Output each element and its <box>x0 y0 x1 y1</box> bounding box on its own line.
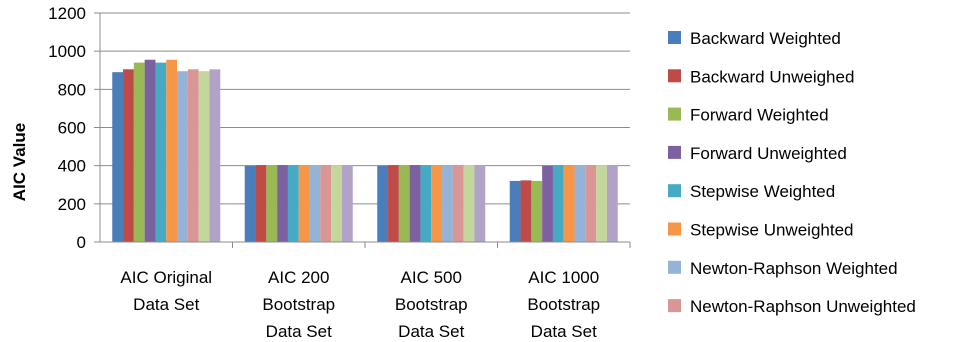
y-tick-label: 0 <box>77 233 86 252</box>
category-label: Data Set <box>133 295 199 314</box>
bar <box>520 180 532 242</box>
bar <box>606 165 618 242</box>
bar <box>309 165 321 242</box>
y-tick-label: 600 <box>58 119 86 138</box>
bar <box>166 59 178 242</box>
bar <box>452 165 464 242</box>
legend-label: Backward Unweighed <box>690 67 854 86</box>
bar <box>474 165 486 242</box>
legend-swatch <box>668 69 681 83</box>
y-tick-label: 1200 <box>48 4 86 23</box>
legend-label: Stepwise Unweighted <box>690 221 853 240</box>
category-label: Bootstrap <box>395 295 468 314</box>
category-label: AIC 1000 <box>528 268 599 287</box>
bar <box>320 165 332 242</box>
legend-swatch <box>668 299 681 313</box>
legend-label: Stepwise Weighted <box>690 182 835 201</box>
legend-label: Forward Unweighted <box>690 144 847 163</box>
legend: Backward Weighted Backward Unweighed Forwa… <box>668 29 916 316</box>
y-tick-label: 1000 <box>48 42 86 61</box>
bars-group <box>112 59 618 243</box>
bar <box>298 165 310 242</box>
bar <box>277 165 288 242</box>
y-tick-label: 200 <box>58 195 86 214</box>
legend-label: Backward Weighted <box>690 29 841 48</box>
bar <box>388 165 399 242</box>
y-tick-label: 400 <box>58 157 86 176</box>
bar <box>155 62 167 242</box>
category-label: Bootstrap <box>262 295 335 314</box>
bar <box>209 69 221 242</box>
bar <box>542 165 553 242</box>
legend-swatch <box>668 107 681 121</box>
bar <box>187 69 199 242</box>
bar <box>409 165 421 242</box>
y-axis-label: AIC Value <box>10 123 29 201</box>
category-label: AIC Original <box>120 268 212 287</box>
legend-label: Newton-Raphson Unweighted <box>690 297 916 316</box>
bar <box>420 165 432 242</box>
category-label: Data Set <box>398 322 464 341</box>
bar <box>442 165 453 242</box>
category-label: AIC 500 <box>401 268 462 287</box>
legend-swatch <box>668 260 681 274</box>
bar <box>244 165 256 242</box>
bar <box>596 165 607 242</box>
legend-swatch <box>668 184 681 198</box>
legend-label: Forward Weighted <box>690 106 829 125</box>
bar <box>144 59 156 242</box>
bar <box>112 72 124 243</box>
bar <box>266 165 278 242</box>
category-label: Data Set <box>266 322 332 341</box>
bar <box>431 165 443 242</box>
bar <box>341 165 353 242</box>
bar <box>177 71 188 243</box>
bar <box>377 165 389 242</box>
legend-swatch <box>668 31 681 44</box>
bar <box>255 165 267 242</box>
bar <box>585 165 597 242</box>
bar <box>198 71 210 243</box>
category-labels: AIC Original Data Set AIC 200 Bootstrap Data… <box>120 268 600 341</box>
bar <box>133 62 145 242</box>
bar <box>463 165 475 242</box>
category-label: Bootstrap <box>527 295 600 314</box>
y-tick-labels: 0 200 400 600 800 1000 1200 <box>48 4 86 252</box>
bar <box>531 180 543 242</box>
bar <box>287 165 299 242</box>
legend-swatch <box>668 222 681 236</box>
axes <box>99 13 631 248</box>
legend-swatch <box>668 145 681 159</box>
bar <box>574 165 586 242</box>
bar <box>552 165 564 242</box>
category-label: Data Set <box>531 322 597 341</box>
bar <box>563 165 575 242</box>
legend-label: Newton-Raphson Weighted <box>690 259 898 278</box>
bar <box>509 180 521 242</box>
bar <box>331 165 342 242</box>
bar <box>398 165 410 242</box>
bar <box>123 69 134 242</box>
category-label: AIC 200 <box>268 268 329 287</box>
y-tick-label: 800 <box>58 80 86 99</box>
